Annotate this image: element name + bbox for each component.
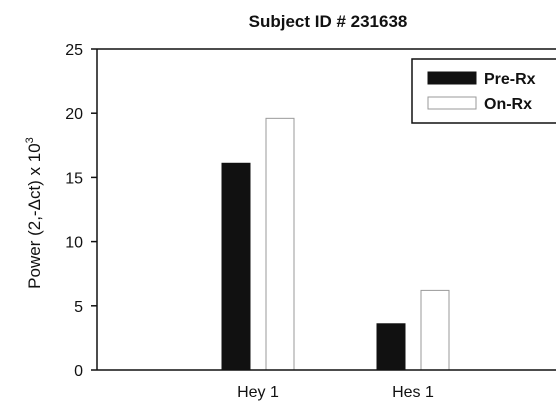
- y-tick-label: 0: [74, 363, 83, 380]
- y-tick-label: 10: [65, 235, 83, 252]
- bar-pre-rx-hes-1: [376, 323, 406, 371]
- legend-box: [411, 58, 556, 124]
- y-tick-label: 25: [65, 42, 83, 59]
- legend-label-pre-rx: Pre-Rx: [484, 71, 536, 88]
- y-axis-label-superscript: 3: [24, 137, 36, 143]
- y-axis-label: Power (2,-Δct) x 103: [24, 137, 44, 289]
- y-axis-label-text: Power (2,-Δct) x 10: [25, 143, 44, 289]
- y-tick-label: 5: [74, 299, 83, 316]
- y-tick-label: 20: [65, 106, 83, 123]
- legend-swatch-pre-rx: [427, 71, 477, 85]
- x-axis: Hey 1 Hes 1: [97, 369, 556, 401]
- y-axis: 0 5 10 15 20 25: [65, 42, 98, 380]
- y-tick-label: 15: [65, 170, 83, 187]
- legend-swatch-on-rx: [427, 96, 477, 110]
- x-tick-label: Hes 1: [392, 384, 434, 401]
- svg-text:Power (2,-Δct) x 103: Power (2,-Δct) x 103: [24, 137, 44, 289]
- bar-on-rx-hey-1: [265, 117, 295, 371]
- bar-pre-rx-hey-1: [221, 162, 251, 371]
- chart-title: Subject ID # 231638: [249, 12, 408, 31]
- bar-on-rx-hes-1: [420, 289, 450, 371]
- x-tick-label: Hey 1: [237, 384, 279, 401]
- legend-label-on-rx: On-Rx: [484, 96, 532, 113]
- legend: Pre-Rx On-Rx: [411, 58, 556, 124]
